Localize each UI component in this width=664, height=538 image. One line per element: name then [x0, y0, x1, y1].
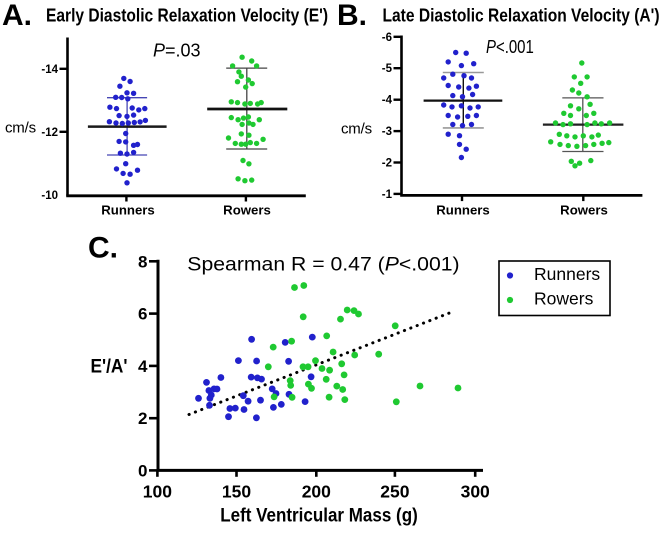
svg-text:150: 150 [222, 482, 251, 502]
svg-text:-3: -3 [382, 126, 392, 138]
svg-text:-2: -2 [382, 158, 392, 170]
svg-text:Rowers: Rowers [223, 203, 271, 218]
svg-text:4: 4 [138, 357, 148, 376]
svg-text:cm/s: cm/s [5, 120, 36, 137]
svg-text:-12: -12 [41, 127, 58, 139]
svg-text:-4: -4 [382, 95, 393, 107]
svg-text:2: 2 [138, 409, 147, 428]
svg-text:-1: -1 [382, 189, 393, 201]
svg-text:cm/s: cm/s [341, 121, 372, 138]
svg-text:-5: -5 [382, 63, 393, 75]
svg-text:100: 100 [143, 482, 172, 502]
svg-text:Runners: Runners [101, 203, 155, 218]
svg-text:300: 300 [461, 482, 490, 502]
svg-text:-6: -6 [382, 32, 392, 44]
svg-text:250: 250 [380, 482, 409, 502]
svg-text:Runners: Runners [534, 264, 600, 284]
svg-text:200: 200 [302, 482, 331, 502]
svg-text:A.: A. [2, 0, 32, 32]
svg-text:Runners: Runners [436, 203, 490, 218]
svg-text:Left Ventricular Mass (g): Left Ventricular Mass (g) [220, 506, 418, 527]
svg-text:Late Diastolic Relaxation Velo: Late Diastolic Relaxation Velocity (A') [383, 6, 660, 26]
svg-text:Rowers: Rowers [560, 203, 608, 218]
svg-text:C.: C. [88, 232, 118, 265]
svg-text:-10: -10 [41, 190, 58, 202]
svg-text:Rowers: Rowers [534, 289, 594, 309]
svg-text:0: 0 [138, 461, 147, 480]
svg-text:8: 8 [138, 252, 147, 271]
svg-text:P=.03: P=.03 [153, 41, 201, 61]
svg-text:-14: -14 [41, 64, 58, 76]
svg-text:6: 6 [138, 305, 147, 324]
svg-text:B.: B. [337, 0, 367, 32]
svg-text:E'/A': E'/A' [91, 357, 128, 378]
svg-text:Spearman R = 0.47 (P<.001): Spearman R = 0.47 (P<.001) [187, 255, 459, 276]
svg-text:Early Diastolic Relaxation Vel: Early Diastolic Relaxation Velocity (E') [46, 6, 328, 26]
svg-text:P<.001: P<.001 [486, 37, 534, 57]
